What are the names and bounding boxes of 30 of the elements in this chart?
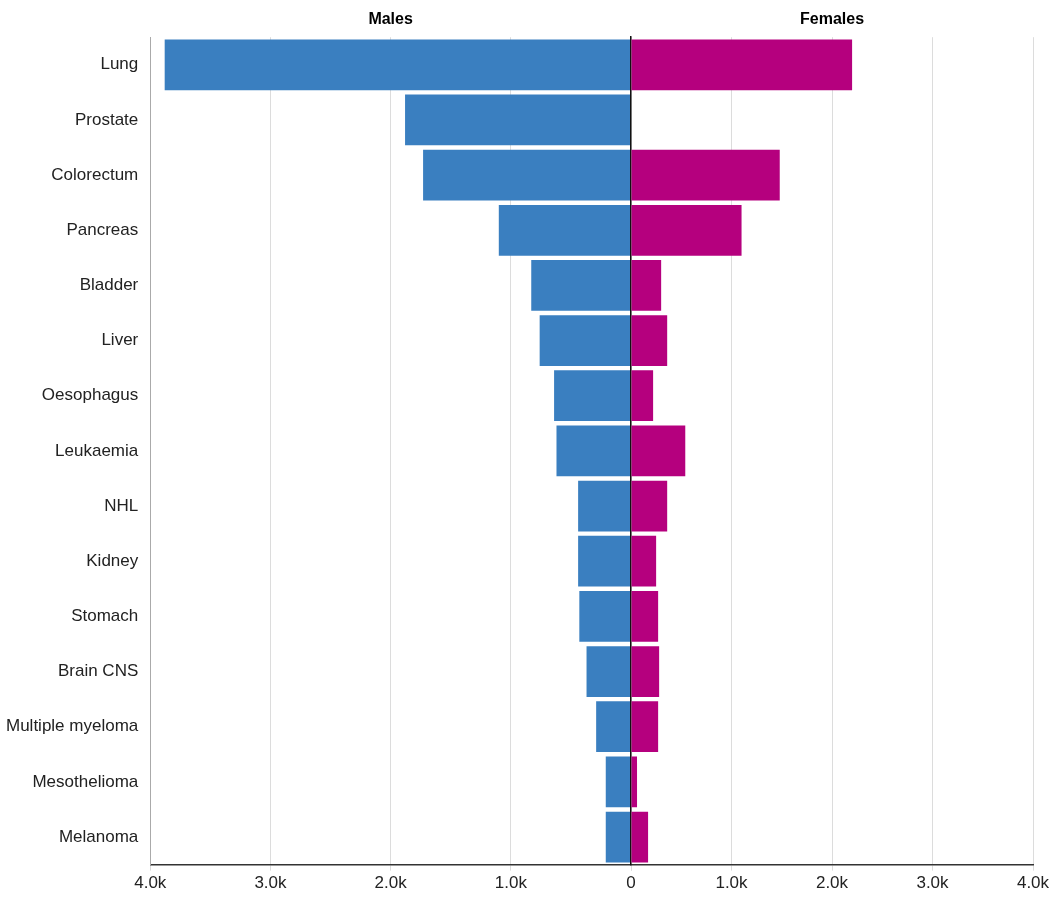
y-tick-label: Bladder xyxy=(79,275,139,295)
x-tick-label: 2.0k xyxy=(374,873,408,893)
y-tick-label: NHL xyxy=(104,495,139,515)
y-tick-label: Multiple myeloma xyxy=(6,716,139,736)
bar xyxy=(631,756,638,808)
y-tick-label: Melanoma xyxy=(58,826,139,846)
bar xyxy=(631,370,654,422)
chart-title: Females xyxy=(799,10,865,28)
x-tick-label: 1.0k xyxy=(494,873,528,893)
bar xyxy=(631,260,662,311)
y-tick-label: Stomach xyxy=(71,606,139,626)
y-tick-label: Oesophagus xyxy=(41,385,139,405)
x-tick-label: 3.0k xyxy=(916,873,950,893)
x-tick-label: 3.0k xyxy=(254,873,288,893)
y-tick-label: Leukaemia xyxy=(55,440,139,460)
y-tick-label: Colorectum xyxy=(51,164,139,184)
y-tick-label: Brain CNS xyxy=(57,661,139,681)
x-tick-label: 4.0k xyxy=(134,873,167,893)
y-tick-label: Lung xyxy=(100,54,139,74)
y-tick-label: Mesothelioma xyxy=(32,771,139,791)
y-tick-label: Prostate xyxy=(74,109,139,129)
bar xyxy=(405,94,631,146)
y-tick-label: Kidney xyxy=(86,550,139,570)
x-tick-label: 0 xyxy=(626,873,636,893)
x-tick-label: 2.0k xyxy=(815,873,849,893)
x-tick-label: 1.0k xyxy=(715,873,749,893)
chart-title: Males xyxy=(368,10,413,28)
x-tick-label: 4.0k xyxy=(1016,873,1050,893)
y-tick-label: Pancreas xyxy=(66,219,139,239)
y-tick-label: Liver xyxy=(101,330,139,350)
